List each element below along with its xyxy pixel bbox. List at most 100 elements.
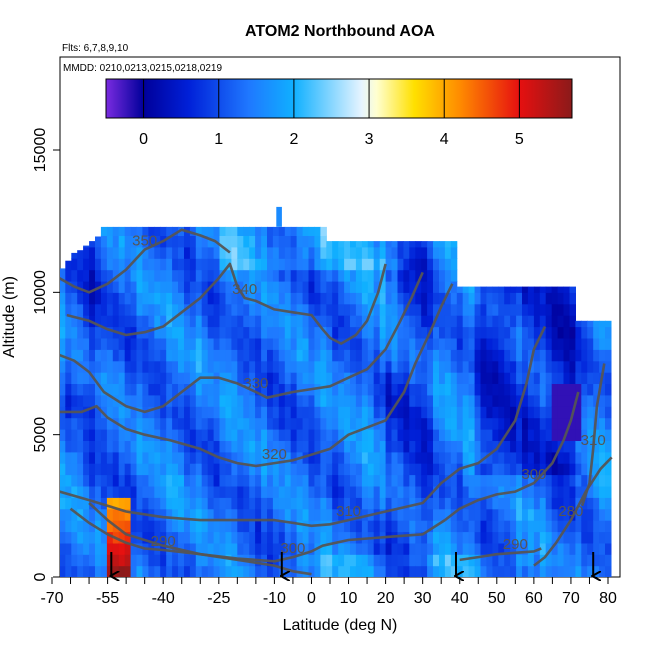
heatmap-cell [415, 303, 422, 316]
heatmap-cell [462, 406, 470, 419]
heatmap-cell [249, 337, 256, 350]
heatmap-cell [444, 349, 452, 362]
heatmap-cell [486, 360, 493, 373]
heatmap-cell [160, 383, 167, 396]
heatmap-cell [290, 235, 298, 248]
heatmap-cell [415, 440, 422, 453]
heatmap-cell [522, 326, 529, 339]
heatmap-cell [338, 326, 345, 339]
heatmap-cell [350, 360, 357, 373]
heatmap-cell [284, 269, 292, 282]
heatmap-cell [444, 360, 452, 373]
heatmap-cell [350, 326, 357, 339]
heatmap-cell [421, 394, 428, 407]
heatmap-cell [456, 406, 464, 419]
heatmap-cell [527, 485, 535, 498]
x-axis-label: Latitude (deg N) [283, 617, 398, 634]
heatmap-cell [290, 485, 298, 498]
heatmap-cell [373, 337, 381, 350]
heatmap-cell [296, 508, 304, 521]
heatmap-cell [100, 349, 108, 362]
heatmap-cell [439, 520, 446, 533]
heatmap-cell [213, 326, 221, 339]
heatmap-cell [379, 246, 387, 259]
heatmap-cell [498, 406, 505, 419]
heatmap-cell [403, 451, 410, 464]
heatmap-cell [89, 241, 96, 248]
heatmap-cell [231, 226, 238, 236]
heatmap-cell [516, 383, 523, 396]
heatmap-cell [320, 406, 327, 419]
heatmap-cell [367, 349, 375, 362]
heatmap-cell [148, 485, 155, 498]
heatmap-cell [71, 252, 78, 259]
heatmap-cell [172, 531, 179, 544]
heatmap-cell [142, 349, 149, 362]
heatmap-cell [154, 326, 161, 339]
heatmap-cell [243, 326, 250, 339]
heatmap-cell [391, 303, 398, 316]
heatmap-cell [450, 280, 458, 293]
heatmap-cell [237, 303, 244, 316]
heatmap-cell [201, 280, 209, 293]
heatmap-cell [539, 286, 547, 293]
heatmap-cell [545, 337, 553, 350]
heatmap-cell [379, 360, 387, 373]
heatmap-cell [516, 440, 523, 453]
heatmap-cell [533, 451, 541, 464]
heatmap-cell [100, 508, 108, 521]
heatmap-cell [142, 303, 149, 316]
heatmap-cell [142, 246, 149, 259]
heatmap-cell [189, 520, 197, 533]
heatmap-cell [219, 531, 226, 544]
heatmap-cell [563, 394, 570, 407]
heatmap-cell [60, 463, 66, 476]
heatmap-cell [166, 508, 173, 521]
heatmap-cell [338, 241, 345, 248]
heatmap-cell [290, 258, 298, 271]
heatmap-cell [492, 292, 499, 305]
heatmap-cell [136, 474, 143, 487]
heatmap-cell [522, 406, 529, 419]
heatmap-cell [249, 508, 256, 521]
heatmap-cell [302, 394, 310, 407]
heatmap-cell [379, 417, 387, 430]
heatmap-cell [344, 292, 351, 305]
heatmap-cell [207, 508, 215, 521]
heatmap-cell [320, 485, 327, 498]
heatmap-cell [142, 417, 149, 430]
heatmap-cell [71, 303, 78, 316]
heatmap-cell [201, 383, 209, 396]
heatmap-cell [255, 258, 262, 271]
heatmap-cell [95, 440, 102, 453]
heatmap-cell [462, 417, 470, 430]
heatmap-cell [272, 463, 280, 476]
heatmap-cell [462, 372, 470, 384]
heatmap-cell [379, 383, 387, 396]
heatmap-cell [504, 565, 511, 577]
contour-line [66, 262, 387, 345]
heatmap-cell [172, 565, 179, 577]
heatmap-cell [219, 326, 226, 339]
heatmap-cell [320, 246, 327, 259]
heatmap-cell [201, 226, 209, 236]
heatmap-cell [213, 463, 221, 476]
heatmap-cell [539, 520, 547, 533]
heatmap-cell [148, 554, 155, 567]
heatmap-cell [474, 485, 482, 498]
heatmap-cell [415, 258, 422, 271]
heatmap-cell [391, 280, 398, 293]
heatmap-cell [397, 531, 404, 544]
heatmap-cell [350, 372, 357, 384]
heatmap-cell [100, 520, 108, 533]
heatmap-cell [112, 542, 120, 555]
heatmap-cell [367, 246, 375, 259]
heatmap-cell [201, 417, 209, 430]
heatmap-cell [100, 315, 108, 328]
heatmap-cell [545, 383, 553, 396]
heatmap-cell [136, 406, 143, 419]
heatmap-cell [231, 280, 238, 293]
heatmap-cell [112, 485, 120, 498]
heatmap-cell [65, 394, 72, 407]
heatmap-cell [112, 440, 120, 453]
